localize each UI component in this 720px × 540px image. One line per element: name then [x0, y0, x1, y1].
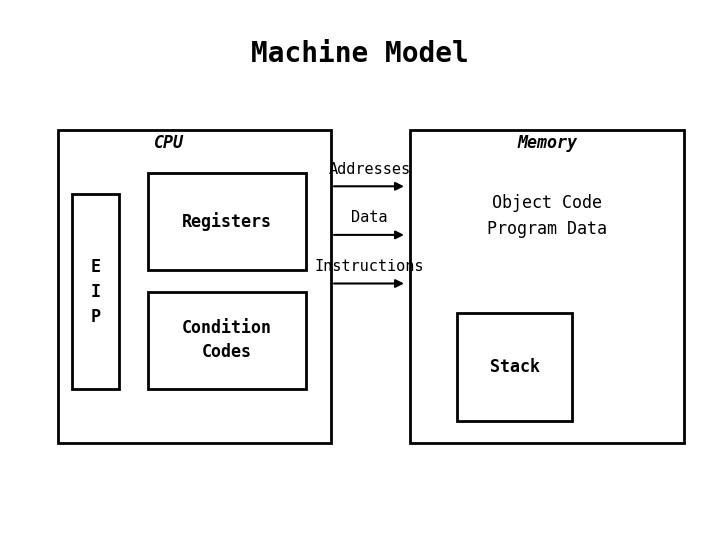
Text: E
I
P: E I P	[91, 258, 100, 326]
Text: Memory: Memory	[517, 134, 577, 152]
Text: Registers: Registers	[181, 212, 272, 231]
Bar	[457, 313, 572, 421]
Text: Machine Model: Machine Model	[251, 40, 469, 68]
Text: Object Code
Program Data: Object Code Program Data	[487, 194, 607, 238]
Text: Stack: Stack	[490, 358, 540, 376]
Text: Instructions: Instructions	[315, 259, 424, 274]
Text: Condition
Codes: Condition Codes	[181, 319, 272, 361]
Bar	[148, 173, 306, 270]
Text: Data: Data	[351, 210, 387, 225]
Text: Addresses: Addresses	[328, 161, 410, 177]
Bar	[148, 292, 306, 389]
Text: CPU: CPU	[154, 134, 184, 152]
Bar	[72, 194, 119, 389]
Bar	[410, 130, 684, 443]
Bar	[58, 130, 331, 443]
